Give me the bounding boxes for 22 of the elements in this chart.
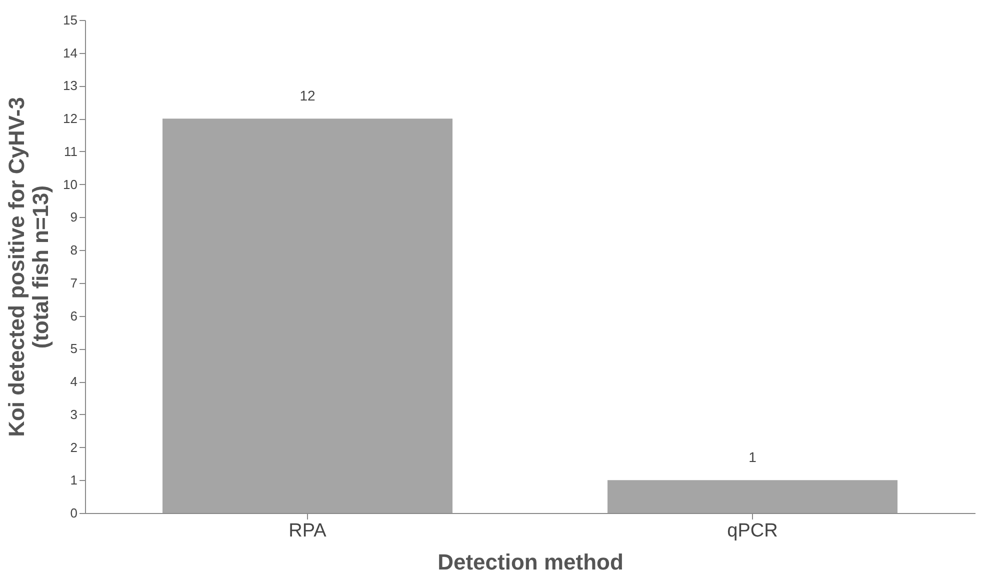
y-tick-label: 9 — [70, 210, 78, 225]
y-axis-title: Koi detected positive for CyHV-3 (total fish n=13) — [4, 97, 54, 437]
y-tick-label: 3 — [70, 406, 78, 422]
data-label: 12 — [300, 88, 316, 104]
y-tick-label: 5 — [70, 341, 78, 356]
y-tick-label: 4 — [70, 374, 78, 390]
x-tick-label: qPCR — [727, 520, 778, 542]
y-tick-label: 11 — [64, 144, 78, 159]
y-tick-label: 12 — [63, 111, 78, 126]
data-label: 1 — [748, 449, 757, 466]
y-tick-label: 14 — [63, 45, 78, 60]
y-tick-label: 10 — [63, 176, 78, 192]
y-tick-label: 13 — [63, 78, 78, 94]
y-tick-label: 0 — [70, 506, 78, 520]
y-tick-label: 15 — [63, 12, 78, 28]
y-tick-label: 2 — [70, 440, 78, 455]
y-tick-label: 1 — [70, 472, 78, 488]
y-tick-label: 6 — [70, 308, 78, 324]
y-tick-label: 8 — [70, 242, 78, 258]
x-axis-title: Detection method — [438, 550, 624, 574]
y-tick-label: 7 — [70, 275, 78, 290]
x-tick-label: RPA — [288, 520, 327, 542]
